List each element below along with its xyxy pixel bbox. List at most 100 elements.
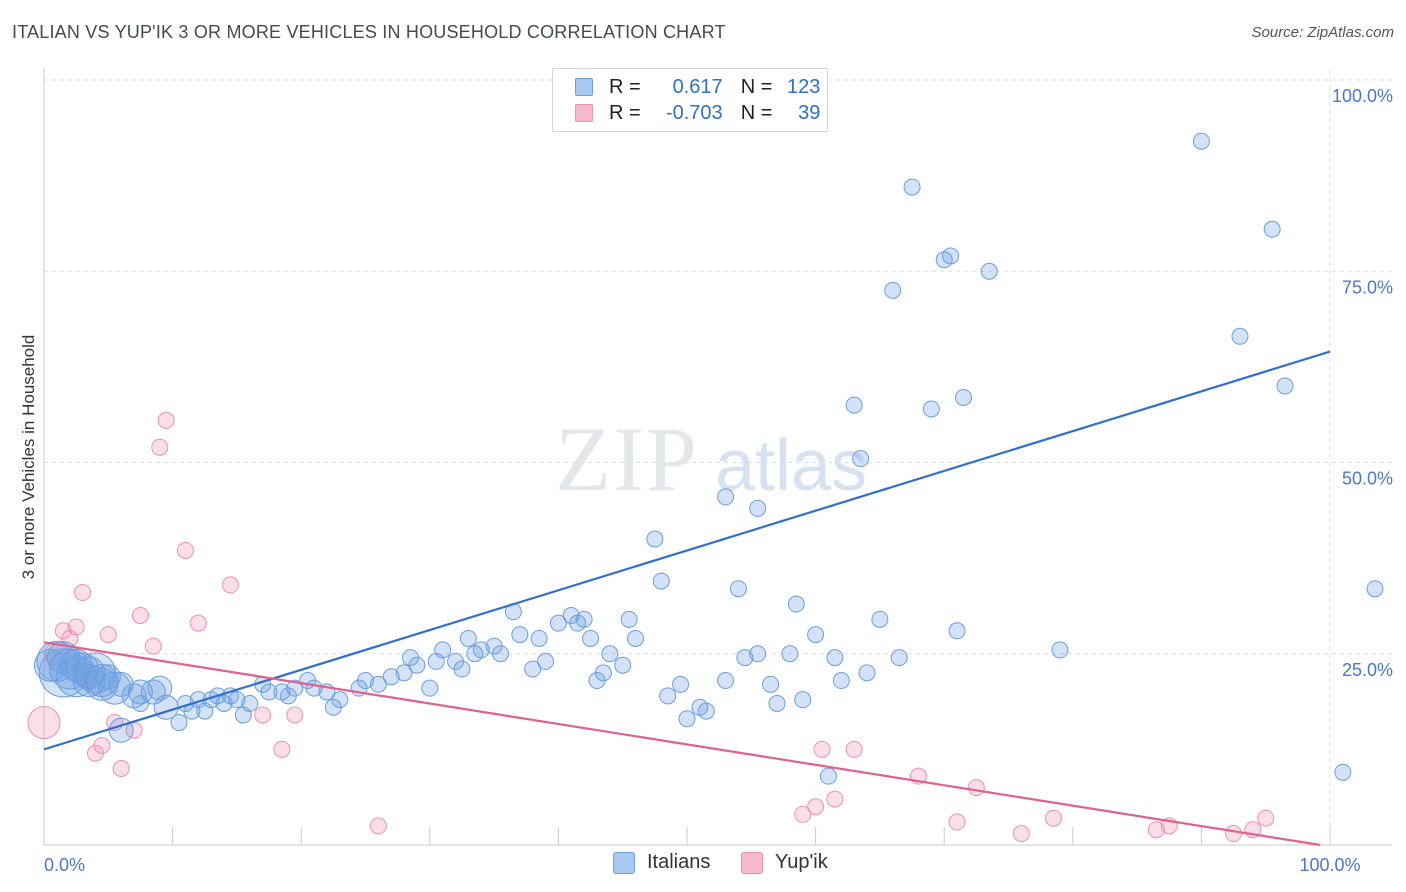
yupik-point: [369, 817, 387, 835]
italians-point: [980, 262, 998, 280]
trend-lines: [43, 350, 1331, 847]
yupik-point: [1045, 809, 1063, 827]
legend-r-label: R =: [609, 75, 641, 98]
italians-point: [762, 675, 780, 693]
x-tick-label: 0.0%: [44, 855, 85, 875]
italians-point: [942, 247, 960, 265]
italians-point: [787, 595, 805, 613]
italians-point: [858, 664, 876, 682]
yupik-point: [144, 637, 162, 655]
chart-title: ITALIAN VS YUP'IK 3 OR MORE VEHICLES IN …: [12, 22, 726, 42]
italians-point: [652, 572, 670, 590]
italians-point: [819, 767, 837, 785]
italians-point: [845, 396, 863, 414]
italians-point: [382, 668, 400, 686]
italians-point: [530, 629, 548, 647]
grid: [44, 70, 1392, 845]
legend-row-yupik: R = -0.703 N = 39: [575, 102, 820, 124]
y-tick-label: 50.0%: [1342, 469, 1393, 489]
italians-point: [903, 178, 921, 196]
italians-point: [1231, 327, 1249, 345]
italians-point: [127, 679, 153, 705]
italians-point: [147, 675, 173, 701]
italians-point: [1276, 377, 1294, 395]
italians-point: [260, 683, 278, 701]
italians-point: [1366, 580, 1384, 598]
italians-point: [646, 530, 664, 548]
italians-point: [453, 660, 471, 678]
italians-point: [1334, 763, 1352, 781]
italians-point: [492, 645, 510, 663]
italians-point: [954, 388, 972, 406]
italians-point: [286, 679, 304, 697]
italians-point: [948, 622, 966, 640]
italians-point: [884, 281, 902, 299]
italians-point: [614, 656, 632, 674]
italians-point: [434, 641, 452, 659]
italians-points: [33, 132, 1384, 785]
yupik-point: [273, 740, 291, 758]
italians-point: [369, 675, 387, 693]
italians-point: [241, 694, 259, 712]
watermark-atlas: atlas: [715, 426, 867, 506]
axes: [43, 68, 1392, 846]
italians-point: [717, 488, 735, 506]
italians-point: [729, 580, 747, 598]
yupik-point: [1225, 825, 1243, 843]
italians-point: [395, 664, 413, 682]
italians-point: [807, 626, 825, 644]
italians-point: [170, 714, 188, 732]
yupik-point: [845, 740, 863, 758]
italians-point: [357, 672, 374, 690]
legend-n-label: N =: [740, 75, 773, 98]
italians-point: [472, 641, 490, 659]
legend-label-italians: Italians: [647, 851, 711, 873]
yupik-point: [99, 626, 117, 644]
italians-point: [1051, 641, 1069, 659]
yupik-point: [189, 614, 207, 632]
italians-point: [672, 675, 690, 693]
yupik-point: [286, 706, 304, 724]
yupik-point: [74, 584, 92, 602]
legend-row-italians: R = 0.617 N = 123: [575, 76, 820, 98]
italians-point: [408, 656, 426, 674]
italians-trend-line: [43, 350, 1331, 751]
watermark: ZIP atlas: [555, 408, 867, 510]
yupik-point: [93, 737, 111, 755]
italians-point: [537, 652, 555, 670]
italians-point: [871, 610, 889, 628]
italians-point: [331, 691, 349, 709]
legend-n-value: 123: [787, 75, 821, 98]
yupik-point: [176, 541, 194, 559]
legend-r-label: R =: [609, 101, 641, 124]
italians-point: [922, 400, 940, 418]
yupik-point: [967, 779, 985, 797]
yupik-point: [112, 760, 130, 777]
italians-point: [781, 645, 799, 663]
italians-point: [678, 710, 696, 728]
italians-point: [459, 629, 477, 647]
italians-point: [1192, 132, 1210, 150]
legend-item-italians: Italians: [613, 851, 710, 874]
italians-point: [794, 691, 812, 709]
yupik-point: [948, 813, 966, 831]
legend-swatch-italians: [575, 78, 593, 96]
italians-point: [524, 660, 542, 678]
italians-point: [511, 626, 529, 644]
yupik-point: [131, 607, 149, 624]
italians-point: [749, 645, 767, 663]
italians-point: [832, 672, 850, 690]
italians-point: [697, 702, 715, 720]
yupik-point: [1257, 809, 1275, 827]
yupik-point: [1012, 825, 1030, 843]
legend-r-value: 0.617: [672, 75, 723, 98]
italians-point: [620, 610, 638, 628]
yupik-point: [157, 411, 175, 429]
y-tick-label: 100.0%: [1332, 86, 1393, 106]
yupik-point: [221, 576, 239, 594]
italians-point: [826, 649, 844, 667]
italians-point: [890, 649, 908, 667]
italians-point: [601, 645, 619, 663]
x-tick-label: 100.0%: [1299, 855, 1360, 875]
